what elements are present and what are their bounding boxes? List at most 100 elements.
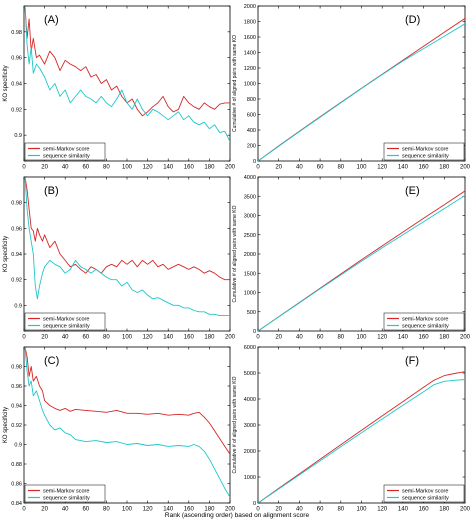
x-tick-label: 20 xyxy=(275,507,282,513)
x-tick-label: 160 xyxy=(419,335,430,341)
x-tick-label: 140 xyxy=(398,335,409,341)
panel-e: 0 20 40 60 80 100 120 140 160 180 2000500100015002… xyxy=(232,175,471,341)
x-tick-label: 60 xyxy=(317,165,324,171)
y-tick-label: 0.84 xyxy=(11,501,22,507)
x-tick-label: 200 xyxy=(460,165,471,171)
plot-frame xyxy=(257,176,466,332)
y-tick-label: 0.98 xyxy=(11,30,22,36)
y-tick-label: 0.96 xyxy=(11,56,22,62)
x-tick-label: 100 xyxy=(122,335,133,341)
legend-label: semi-Markov score xyxy=(402,147,448,153)
panel-f: 0 20 40 60 80 100 120 140 160 180 2000100020003000… xyxy=(232,345,471,513)
y-tick-label: 0.86 xyxy=(11,482,22,488)
legend-label: sequence similarity xyxy=(43,154,90,160)
x-tick-label: 20 xyxy=(41,335,48,341)
y-tick-label: 1000 xyxy=(244,82,256,88)
series-group xyxy=(258,18,465,161)
x-tick-label: 180 xyxy=(204,507,215,513)
y-tick-label: 1000 xyxy=(244,291,256,297)
y-tick-label: 0.92 xyxy=(11,278,22,284)
series-line-semi-markov xyxy=(24,177,230,281)
plot-frame xyxy=(257,346,466,504)
panel-label: (E) xyxy=(405,185,420,197)
series-line-semi-markov xyxy=(24,347,230,455)
y-tick-label: 1200 xyxy=(244,66,256,72)
x-tick-label: 120 xyxy=(143,165,154,171)
x-tick-label: 200 xyxy=(225,507,236,513)
y-tick-label: 1500 xyxy=(244,271,256,277)
x-tick-label: 20 xyxy=(275,335,282,341)
x-tick-label: 180 xyxy=(439,507,450,513)
y-tick-label: 400 xyxy=(247,128,256,134)
x-tick-label: 140 xyxy=(163,165,174,171)
x-tick-label: 0 xyxy=(22,165,26,171)
y-axis-label: KO specificity xyxy=(3,65,9,101)
y-tick-label: 0.96 xyxy=(11,384,22,390)
plot-frame xyxy=(23,346,231,504)
y-tick-label: 0.9 xyxy=(14,133,22,139)
shared-x-axis-label: Rank (ascending order) based on alignmen… xyxy=(165,512,310,519)
x-tick-label: 80 xyxy=(337,165,344,171)
legend-box xyxy=(24,142,106,161)
x-tick-label: 140 xyxy=(398,165,409,171)
x-tick-label: 60 xyxy=(82,507,89,513)
x-tick-label: 40 xyxy=(62,335,69,341)
x-tick-label: 0 xyxy=(256,335,260,341)
y-axis-label: Cumulative # of aligned pairs with same … xyxy=(232,376,238,473)
x-tick-label: 200 xyxy=(225,165,236,171)
x-tick-label: 120 xyxy=(377,165,388,171)
y-tick-label: 5000 xyxy=(244,371,256,377)
legend-label: sequence similarity xyxy=(402,324,449,330)
y-tick-label: 4000 xyxy=(244,175,256,181)
y-tick-label: 2000 xyxy=(244,449,256,455)
series-group xyxy=(24,347,230,498)
x-tick-label: 160 xyxy=(184,507,195,513)
panel-a: 0 20 40 60 80 100 120 140 160 180 200 0.9 0.92 0.94 0.… xyxy=(3,5,236,171)
x-tick-label: 180 xyxy=(204,165,215,171)
y-tick-label: 0 xyxy=(253,501,256,507)
x-tick-label: 80 xyxy=(337,507,344,513)
y-axis-label: KO specificity xyxy=(3,236,9,272)
y-tick-label: 600 xyxy=(247,113,256,119)
x-tick-label: 0 xyxy=(256,507,260,513)
x-tick-label: 180 xyxy=(204,335,215,341)
x-tick-label: 80 xyxy=(103,335,110,341)
legend-label: semi-Markov score xyxy=(43,317,89,323)
x-tick-label: 80 xyxy=(103,165,110,171)
y-tick-label: 0.98 xyxy=(11,365,22,371)
y-tick-label: 3000 xyxy=(244,423,256,429)
x-tick-label: 40 xyxy=(296,335,303,341)
y-tick-label: 0.92 xyxy=(11,107,22,113)
panel-label: (C) xyxy=(44,355,59,367)
x-tick-label: 120 xyxy=(143,335,154,341)
series-group xyxy=(258,190,465,331)
x-tick-label: 140 xyxy=(163,335,174,341)
y-axis-label: Cumulative # of aligned pairs with same … xyxy=(232,35,238,132)
x-tick-label: 0 xyxy=(22,507,26,513)
legend-box xyxy=(383,142,465,161)
plot-frame xyxy=(257,5,466,162)
y-tick-label: 2000 xyxy=(244,4,256,10)
y-tick-label: 1800 xyxy=(244,20,256,26)
x-tick-label: 40 xyxy=(296,165,303,171)
y-tick-label: 500 xyxy=(247,310,256,316)
x-tick-label: 0 xyxy=(256,165,260,171)
y-tick-label: 4000 xyxy=(244,397,256,403)
y-axis-label: Cumulative # of aligned pairs with same … xyxy=(232,205,238,302)
x-tick-label: 40 xyxy=(62,507,69,513)
x-tick-label: 100 xyxy=(122,507,133,513)
series-line-sequence-similarity xyxy=(258,379,465,503)
y-tick-label: 0.94 xyxy=(11,404,22,410)
x-tick-label: 160 xyxy=(184,335,195,341)
plot-frame xyxy=(23,176,231,332)
plot-frame xyxy=(23,5,231,162)
y-tick-label: 6000 xyxy=(244,345,256,351)
legend-label: semi-Markov score xyxy=(402,489,448,495)
legend-label: semi-Markov score xyxy=(43,147,89,153)
panel-b: 0 20 40 60 80 100 120 140 160 180 200 0.9 0.92 0.94 0.… xyxy=(3,176,236,341)
